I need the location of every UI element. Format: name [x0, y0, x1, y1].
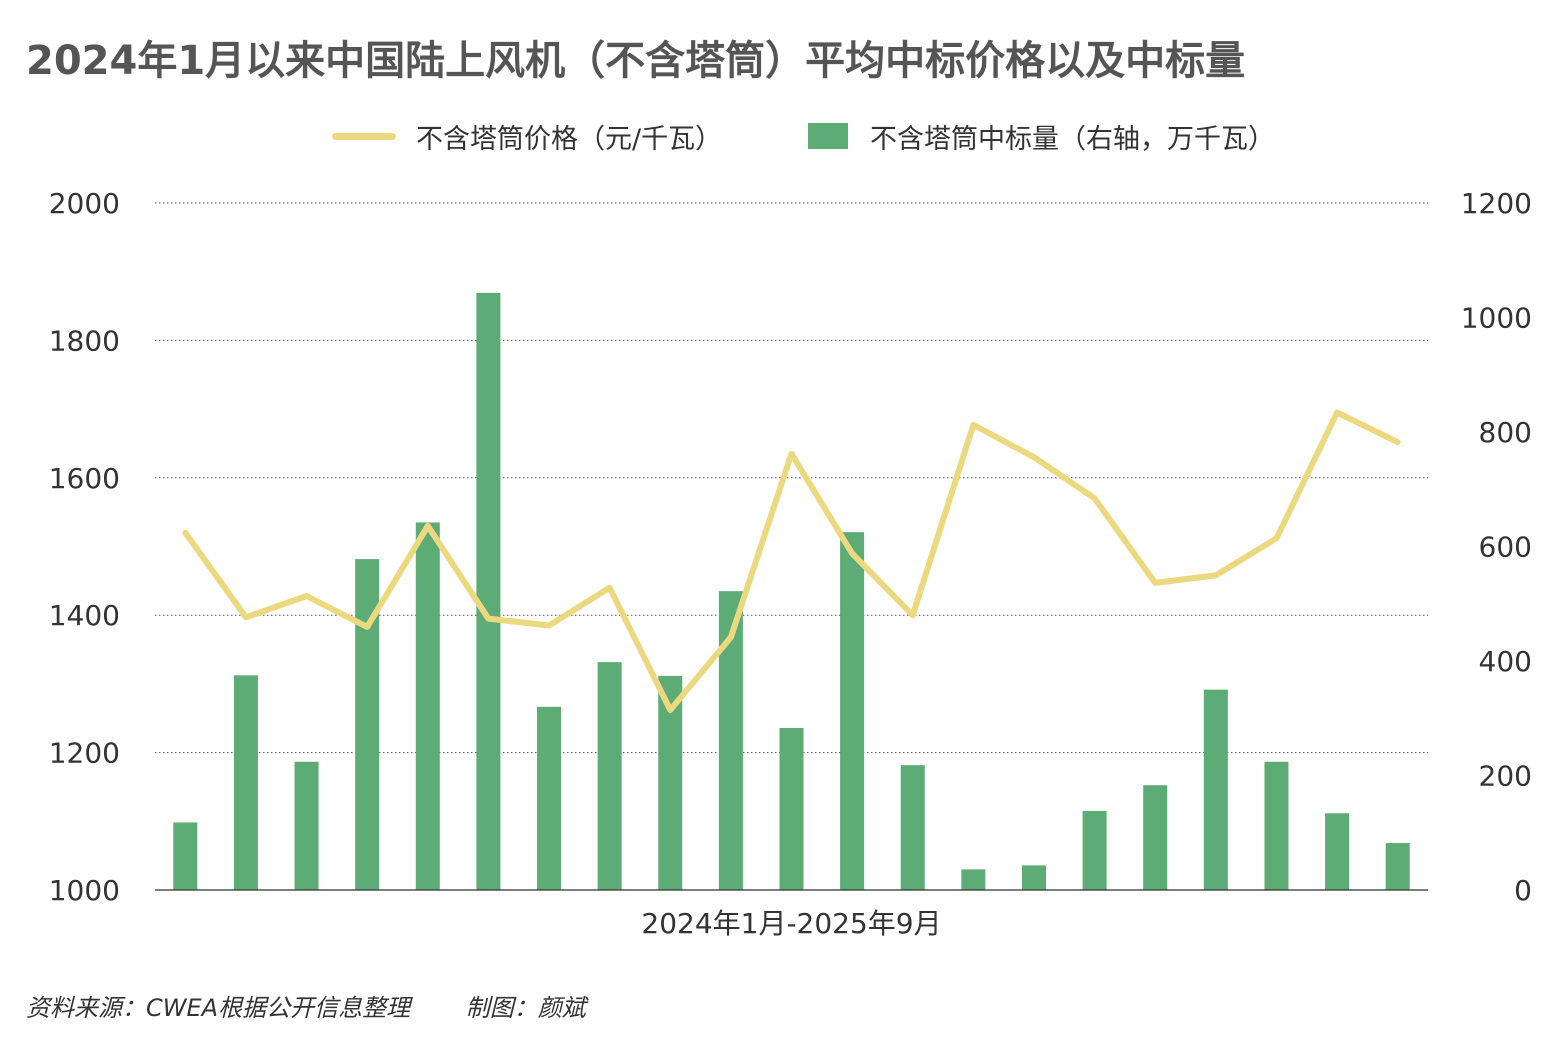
legend-label-volume: 不含塔筒中标量（右轴，万千瓦） [870, 123, 1275, 155]
price-line [182, 409, 1401, 713]
right-tick-label: 0 [1514, 874, 1532, 907]
author-note: 制图：颜斌 [465, 994, 586, 1022]
bar [1203, 689, 1228, 890]
bar [1264, 761, 1289, 890]
right-tick-label: 400 [1479, 645, 1532, 678]
chart-title: 2024年1月以来中国陆上风机（不含塔筒）平均中标价格以及中标量 [26, 38, 1246, 84]
bar [233, 675, 258, 890]
bar [537, 706, 562, 890]
bar [597, 662, 622, 890]
right-tick-label: 1000 [1461, 302, 1532, 335]
bar [294, 761, 319, 890]
right-tick-label: 600 [1479, 531, 1532, 564]
left-tick-label: 1800 [49, 324, 120, 357]
legend-label-price: 不含塔筒价格（元/千瓦） [416, 123, 723, 155]
bar [1082, 810, 1107, 890]
bar [1325, 813, 1350, 890]
legend-item-volume: 不含塔筒中标量（右轴，万千瓦） [808, 116, 1275, 156]
left-tick-label: 1600 [49, 462, 120, 495]
right-tick-label: 800 [1479, 416, 1532, 449]
bar [173, 822, 198, 890]
footer: 资料来源：CWEA根据公开信息整理 制图：颜斌 [26, 988, 634, 1023]
bar [779, 727, 804, 890]
bar [415, 522, 440, 890]
bar [900, 765, 925, 890]
bar [1143, 785, 1168, 890]
legend-item-price: 不含塔筒价格（元/千瓦） [332, 116, 722, 156]
bar [476, 292, 501, 890]
left-tick-label: 2000 [49, 187, 120, 220]
bar [961, 869, 986, 890]
source-note: 资料来源：CWEA根据公开信息整理 [26, 994, 411, 1022]
bar [1385, 843, 1410, 890]
legend: 不含塔筒价格（元/千瓦） 不含塔筒中标量（右轴，万千瓦） [0, 116, 1568, 156]
legend-bar-swatch [808, 123, 848, 149]
x-axis-label: 2024年1月-2025年9月 [641, 907, 941, 940]
legend-line-swatch [332, 132, 396, 140]
left-tick-label: 1200 [49, 737, 120, 770]
right-tick-label: 1200 [1461, 187, 1532, 220]
right-tick-label: 200 [1479, 760, 1532, 793]
bar [840, 532, 865, 890]
bar [1021, 865, 1046, 890]
left-tick-label: 1000 [49, 874, 120, 907]
left-tick-label: 1400 [49, 599, 120, 632]
